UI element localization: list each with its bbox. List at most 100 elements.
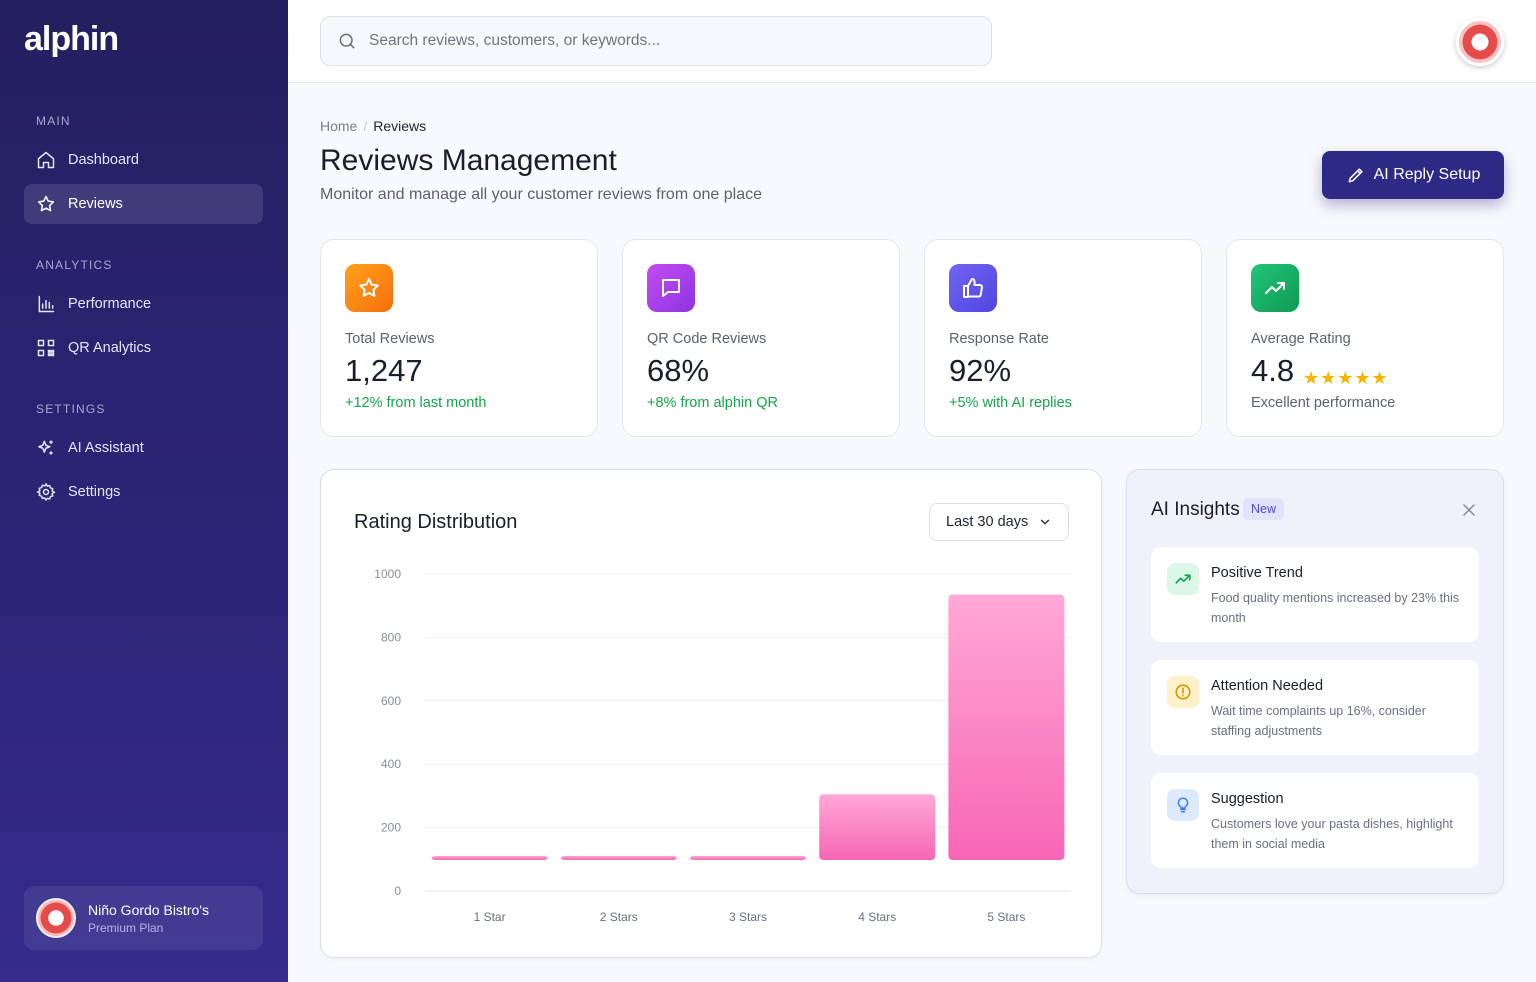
breadcrumb-separator: /: [363, 118, 368, 134]
chevron-down-icon: [1041, 519, 1050, 525]
y-tick-label: 200: [381, 821, 401, 835]
stat-label: Average Rating: [1251, 331, 1351, 347]
chart-bar[interactable]: [690, 856, 806, 860]
stat-value: 68%: [647, 353, 710, 388]
stat-note: +8% from alphin QR: [647, 395, 778, 411]
x-tick-label: 3 Stars: [729, 910, 767, 924]
insight-text: Wait time complaints up 16%, consider st…: [1211, 704, 1426, 738]
sidebar-item-label: AI Assistant: [68, 440, 144, 456]
date-range-value: Last 30 days: [946, 514, 1029, 530]
stat-label: Total Reviews: [345, 331, 435, 347]
sidebar-item-label: Settings: [68, 484, 121, 500]
y-tick-label: 400: [381, 757, 401, 771]
stat-icon-box: [949, 264, 997, 312]
rating-distribution-card: 0 200 400 600 800 1000 1 Star 2 Stars 3 Stars 4 S…: [320, 469, 1102, 958]
y-tick-label: 600: [381, 694, 401, 708]
stat-note: Excellent performance: [1251, 395, 1396, 411]
insight-text: Customers love your pasta dishes, highli…: [1211, 817, 1453, 851]
sidebar-item-dashboard[interactable]: Dashboard: [24, 140, 263, 180]
stat-card-total-reviews: Total Reviews 1,247 +12% from last month: [320, 239, 598, 437]
stat-icon-box: [1251, 264, 1299, 312]
account-card[interactable]: Niño Gordo Bistro's Premium Plan: [24, 886, 263, 950]
insight-attention-needed[interactable]: Attention Needed Wait time complaints up…: [1151, 660, 1479, 755]
sparkles-icon: [38, 440, 53, 455]
sidebar-item-qr-analytics[interactable]: QR Analytics: [24, 328, 263, 368]
date-range-select[interactable]: Last 30 days: [929, 503, 1069, 541]
home-icon: [37, 151, 55, 169]
page-title: Reviews Management: [320, 144, 617, 177]
stat-label: QR Code Reviews: [647, 331, 767, 347]
x-tick-label: 4 Stars: [858, 910, 896, 924]
avatar: [36, 898, 76, 938]
insight-icon-box: [1167, 563, 1199, 595]
user-avatar[interactable]: [1456, 18, 1504, 66]
ai-reply-setup-label: AI Reply Setup: [1373, 166, 1481, 183]
trending-up-icon: [1265, 282, 1285, 294]
insight-icon-box: [1167, 789, 1199, 821]
star-outline-icon: [37, 195, 55, 212]
qr-code-icon: [37, 339, 55, 357]
chart-bar[interactable]: [431, 856, 548, 860]
sidebar-item-settings[interactable]: Settings: [24, 472, 263, 512]
search-icon: [339, 33, 355, 49]
ai-reply-setup-button[interactable]: AI Reply Setup: [1322, 151, 1504, 199]
insight-positive-trend[interactable]: Positive Trend Food quality mentions inc…: [1151, 547, 1479, 642]
rating-distribution-chart: 0 200 400 600 800 1000 1 Star 2 Stars 3 Stars 4 S…: [374, 567, 1071, 924]
nav-section-analytics: ANALYTICS: [36, 258, 113, 272]
breadcrumb: Home / Reviews: [320, 118, 426, 134]
sidebar: alphin MAIN Dashboard Reviews ANALYTICS …: [0, 0, 288, 982]
search-box[interactable]: [320, 16, 992, 66]
message-icon: [662, 279, 680, 297]
nav-section-settings: SETTINGS: [36, 402, 106, 416]
sidebar-item-ai-assistant[interactable]: AI Assistant: [24, 428, 263, 468]
insight-text: Food quality mentions increased by 23% t…: [1211, 591, 1460, 625]
stat-label: Response Rate: [949, 331, 1049, 347]
insights-title: AI Insights: [1151, 499, 1240, 520]
new-badge: New: [1243, 498, 1285, 520]
chart-bar[interactable]: [819, 794, 936, 860]
insight-title: Suggestion: [1211, 791, 1284, 807]
topbar: [288, 0, 1536, 83]
chart-bar[interactable]: [948, 594, 1065, 860]
stat-note: +12% from last month: [345, 395, 487, 411]
breadcrumb-home[interactable]: Home: [320, 118, 358, 134]
sidebar-item-label: Performance: [68, 296, 152, 312]
sidebar-item-performance[interactable]: Performance: [24, 284, 263, 324]
pencil-icon: [1348, 168, 1363, 183]
breadcrumb-current: Reviews: [373, 118, 427, 134]
alphin-logo[interactable]: alphin: [24, 20, 119, 58]
rating-stars: ★★★★★: [1303, 368, 1389, 388]
sidebar-item-label: QR Analytics: [68, 340, 151, 356]
thumbs-up-icon: [963, 278, 983, 298]
sidebar-item-reviews[interactable]: Reviews: [24, 184, 263, 224]
nav-section-main: MAIN: [36, 114, 71, 128]
stat-card-qr-reviews: QR Code Reviews 68% +8% from alphin QR: [622, 239, 900, 437]
x-tick-label: 1 Star: [474, 910, 506, 924]
bar-chart-icon: [38, 295, 55, 313]
x-tick-label: 5 Stars: [987, 910, 1025, 924]
star-icon: [359, 278, 379, 297]
gear-icon: [36, 482, 56, 502]
sidebar-item-label: Dashboard: [68, 152, 139, 168]
lightbulb-icon: [1177, 797, 1189, 813]
stat-value: 1,247: [345, 353, 423, 388]
stat-icon-box: [345, 264, 393, 312]
account-name: Niño Gordo Bistro's: [88, 901, 209, 918]
chart-title: Rating Distribution: [354, 511, 518, 533]
insight-title: Positive Trend: [1211, 565, 1303, 581]
sidebar-item-label: Reviews: [68, 196, 123, 212]
insight-title: Attention Needed: [1211, 678, 1324, 694]
page-subtitle: Monitor and manage all your customer rev…: [320, 186, 762, 203]
insight-suggestion[interactable]: Suggestion Customers love your pasta dis…: [1151, 773, 1479, 868]
chart-bar[interactable]: [560, 856, 677, 860]
stat-icon-box: [647, 264, 695, 312]
search-input[interactable]: [369, 32, 969, 50]
close-icon[interactable]: [1459, 500, 1479, 520]
stat-value: 4.8: [1251, 353, 1295, 388]
y-tick-label: 800: [381, 630, 401, 644]
alert-circle-icon: [1175, 684, 1191, 700]
insight-icon-box: [1167, 676, 1199, 708]
stat-value: 92%: [949, 353, 1012, 388]
stat-card-response-rate: Response Rate 92% +5% with AI replies: [924, 239, 1202, 437]
trending-up-icon: [1175, 574, 1191, 584]
